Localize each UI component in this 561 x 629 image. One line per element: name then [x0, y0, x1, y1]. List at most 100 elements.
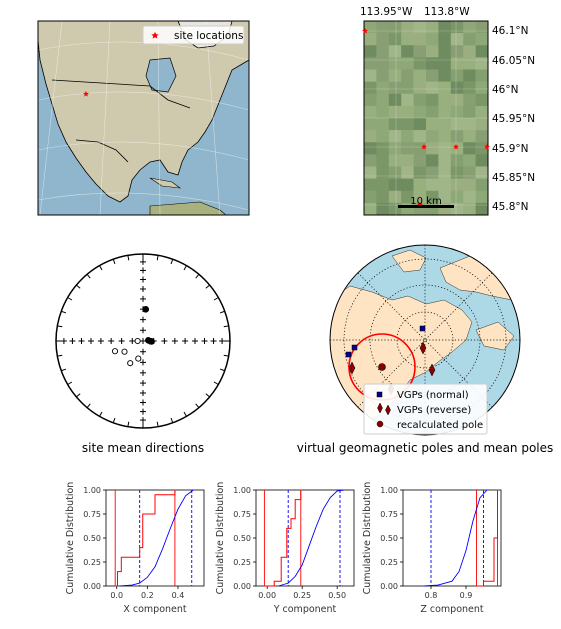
satellite-tile — [376, 33, 390, 46]
satellite-tile — [388, 130, 402, 143]
satellite-tile — [364, 57, 377, 70]
satellite-tile — [364, 118, 377, 131]
satellite-tile — [450, 69, 464, 82]
stereonet-rim-tick — [99, 265, 103, 271]
satellite-tile — [376, 57, 390, 70]
inset-right-tick-6: 45.85°N — [492, 172, 535, 184]
satellite-tile — [376, 93, 390, 107]
x-tick-label: 0.25 — [293, 591, 311, 600]
legend-diamond-icon — [385, 404, 391, 416]
satellite-tile — [463, 45, 476, 58]
inset-top-tick-2: 113.8°W — [424, 6, 470, 18]
satellite-tile — [450, 45, 464, 58]
globe-land-alaska — [475, 321, 515, 351]
satellite-tile — [426, 190, 439, 204]
satellite-tile — [438, 81, 452, 95]
map-border-us-mexico — [75, 139, 129, 163]
upper-hemisphere-direction — [111, 348, 119, 355]
y-tick-label: 0.25 — [233, 558, 251, 567]
satellite-tile — [401, 178, 414, 192]
satellite-tile — [426, 130, 439, 143]
satellite-tile — [475, 154, 489, 167]
satellite-tile — [364, 33, 377, 46]
y-tick-label: 1.00 — [83, 486, 101, 495]
satellite-tile — [475, 45, 489, 58]
satellite-tile — [475, 105, 489, 119]
satellite-tile — [376, 142, 390, 155]
recalculated-pole-marker — [378, 363, 386, 371]
satellite-tile — [413, 130, 427, 143]
vgp-legend: VGPs (normal) VGPs (reverse) recalculate… — [363, 383, 488, 435]
stereonet-rim-tick — [195, 274, 200, 279]
legend-circle-icon — [376, 420, 384, 428]
map-hudson-bay — [145, 57, 177, 93]
satellite-tile — [364, 93, 377, 107]
satellite-tile — [438, 45, 452, 58]
vgp-reverse-point — [428, 363, 436, 377]
stereonet-rim-tick — [156, 255, 159, 261]
stereonet-rim-tick — [219, 368, 225, 372]
stereonet-rim-tick — [213, 297, 219, 301]
inset-site-star-icon — [421, 143, 427, 150]
satellite-tile — [475, 118, 489, 131]
inset-right-tick-1: 46.1°N — [492, 25, 528, 37]
satellite-tile — [376, 166, 390, 179]
stereonet-rim-tick — [61, 368, 67, 372]
x-axis-label: Y component — [273, 604, 337, 615]
satellite-tile — [364, 142, 377, 155]
data-cdf-line — [264, 489, 302, 587]
satellite-tile — [475, 166, 489, 179]
satellite-tile — [426, 69, 439, 82]
satellite-tile — [388, 33, 402, 46]
satellite-tile — [475, 190, 489, 204]
stereonet-rim-tick — [86, 403, 91, 408]
satellite-tile — [401, 93, 414, 107]
vgp-globe: VGPs (normal) VGPs (reverse) recalculate… — [297, 244, 553, 455]
satellite-tile — [364, 154, 377, 167]
satellite-tile — [364, 45, 377, 58]
satellite-tile — [376, 81, 390, 95]
map-land-south-america — [149, 201, 227, 215]
satellite-tile — [401, 190, 414, 204]
satellite-tile — [475, 21, 489, 34]
lower-hemisphere-direction — [142, 305, 150, 313]
cdf-axes-frame — [402, 489, 502, 587]
satellite-tile — [376, 45, 390, 58]
y-tick-label: 0.75 — [233, 510, 251, 519]
vgp-normal-point — [419, 325, 426, 332]
satellite-tile — [426, 142, 439, 155]
satellite-tile — [364, 105, 377, 119]
satellite-tile — [426, 118, 439, 131]
bootstrap-cdf-line — [119, 489, 194, 587]
inset-right-tick-2: 46.05°N — [492, 55, 535, 67]
satellite-tile — [463, 118, 476, 131]
satellite-tile — [364, 81, 377, 95]
cdf-chart-1: 0.00 0.25 0.50 0.75 1.00 0.0 0.2 0.4 X component… — [65, 482, 205, 615]
equal-area-stereonet: site mean directions — [55, 253, 231, 455]
stereonet-rim-tick — [57, 325, 63, 328]
stereonet-rim-tick — [67, 297, 73, 301]
stereonet-rim-tick — [219, 310, 225, 314]
cdf-charts: 0.00 0.25 0.50 0.75 1.00 0.0 0.2 0.4 X component… — [65, 482, 502, 615]
vgp-reverse-point — [419, 341, 427, 355]
satellite-tile — [426, 21, 439, 34]
stereonet-rim-tick — [76, 284, 81, 289]
stereonet-rim-tick — [127, 255, 130, 261]
inset-top-tick-1: 113.95°W — [360, 6, 413, 18]
x-tick-label: 0.00 — [258, 591, 276, 600]
satellite-tile — [413, 178, 427, 192]
x-axis-label: X component — [123, 604, 187, 615]
satellite-tile — [450, 118, 464, 131]
satellite-tile — [388, 105, 402, 119]
map-land-cuba — [149, 177, 182, 189]
satellite-tile — [401, 57, 414, 70]
satellite-tile — [388, 81, 402, 95]
bootstrap-cdf-line — [423, 489, 488, 587]
satellite-tile — [463, 142, 476, 155]
satellite-tile — [401, 130, 414, 143]
stereonet-rim-tick — [112, 259, 116, 265]
satellite-tile — [438, 154, 452, 167]
inset-right-tick-4: 45.95°N — [492, 113, 535, 125]
stereonet-rim-tick — [183, 265, 187, 271]
x-tick-label: 0.8 — [425, 591, 438, 600]
